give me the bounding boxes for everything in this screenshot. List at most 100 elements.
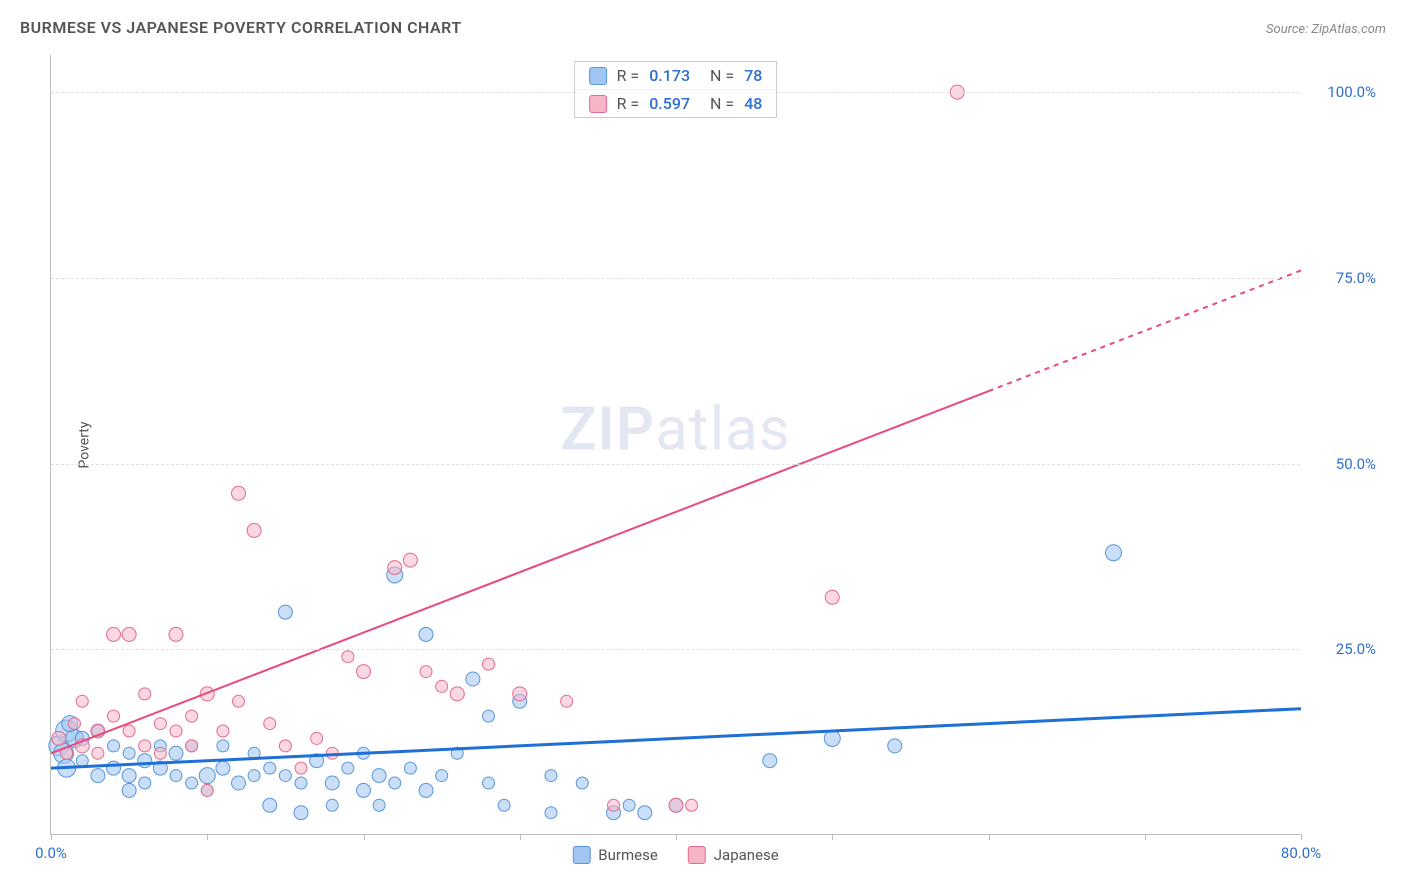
x-tick (1145, 834, 1146, 840)
stat-n-label: N = (710, 66, 734, 85)
data-point (357, 783, 371, 797)
data-point (372, 769, 386, 783)
data-point (824, 730, 840, 746)
data-point (325, 776, 339, 790)
data-point (201, 784, 213, 796)
data-point (623, 799, 635, 811)
data-point (294, 806, 308, 820)
stat-row: R =0.173N =78 (575, 62, 777, 89)
data-point (76, 755, 88, 767)
gridline (51, 649, 1300, 650)
scatter-plot: Poverty ZIPatlas R =0.173N =78R =0.597N … (50, 55, 1300, 835)
data-point (186, 777, 198, 789)
x-tick (520, 834, 521, 840)
y-tick-label: 75.0% (1336, 269, 1376, 287)
legend-item: Japanese (688, 846, 779, 864)
data-point (154, 718, 166, 730)
data-point (436, 680, 448, 692)
y-tick-label: 50.0% (1336, 455, 1376, 473)
data-point (107, 761, 121, 775)
data-point (122, 783, 136, 797)
data-point (169, 746, 183, 760)
x-tick-label: 0.0% (35, 844, 67, 862)
data-point (295, 762, 307, 774)
x-tick (207, 834, 208, 840)
data-point (419, 783, 433, 797)
data-point (139, 688, 151, 700)
data-point (576, 777, 588, 789)
data-point (108, 740, 120, 752)
data-point (169, 627, 183, 641)
data-point (108, 710, 120, 722)
data-point (186, 710, 198, 722)
data-point (420, 666, 432, 678)
data-point (139, 777, 151, 789)
data-point (278, 605, 292, 619)
data-point (199, 768, 215, 784)
data-point (233, 695, 245, 707)
data-point (686, 799, 698, 811)
data-point (483, 710, 495, 722)
data-point (248, 770, 260, 782)
data-point (122, 627, 136, 641)
x-tick (832, 834, 833, 840)
data-point (52, 731, 66, 745)
data-point (419, 627, 433, 641)
legend-swatch (589, 95, 607, 113)
data-point (123, 747, 135, 759)
correlation-stats-box: R =0.173N =78R =0.597N =48 (574, 61, 778, 118)
data-point (513, 687, 527, 701)
data-point (122, 769, 136, 783)
data-point (389, 777, 401, 789)
trend-line (51, 709, 1301, 768)
data-point (279, 740, 291, 752)
trend-line-extrapolated (989, 270, 1302, 391)
data-point (216, 761, 230, 775)
y-tick-label: 25.0% (1336, 640, 1376, 658)
data-point (638, 806, 652, 820)
data-point (92, 747, 104, 759)
data-point (68, 718, 80, 730)
stat-r-value: 0.597 (649, 94, 690, 113)
data-point (217, 725, 229, 737)
gridline (51, 464, 1300, 465)
legend-swatch (572, 846, 590, 864)
data-point (186, 740, 198, 752)
x-tick (989, 834, 990, 840)
source-label: Source: ZipAtlas.com (1266, 22, 1386, 37)
data-point (91, 769, 105, 783)
x-tick-label: 80.0% (1281, 844, 1321, 862)
legend-label: Japanese (714, 846, 779, 864)
data-point (403, 553, 417, 567)
data-point (483, 777, 495, 789)
data-point (545, 807, 557, 819)
data-point (545, 770, 557, 782)
x-tick (676, 834, 677, 840)
data-point (466, 672, 480, 686)
stat-n-value: 78 (744, 66, 762, 85)
data-point (763, 754, 777, 768)
data-point (888, 739, 902, 753)
data-point (247, 523, 261, 537)
data-point (170, 770, 182, 782)
data-point (326, 799, 338, 811)
data-point (232, 776, 246, 790)
data-point (483, 658, 495, 670)
x-tick (51, 834, 52, 840)
series-legend: Burmese Japanese (572, 846, 778, 864)
legend-label: Burmese (598, 846, 658, 864)
data-point (170, 725, 182, 737)
gridline (51, 278, 1300, 279)
data-point (388, 561, 402, 575)
data-point (107, 627, 121, 641)
data-point (311, 732, 323, 744)
data-point (154, 747, 166, 759)
data-point (404, 762, 416, 774)
data-point (232, 486, 246, 500)
data-point (436, 770, 448, 782)
data-point (263, 798, 277, 812)
legend-swatch (589, 67, 607, 85)
legend-swatch (688, 846, 706, 864)
data-point (279, 770, 291, 782)
stat-r-label: R = (617, 94, 640, 113)
